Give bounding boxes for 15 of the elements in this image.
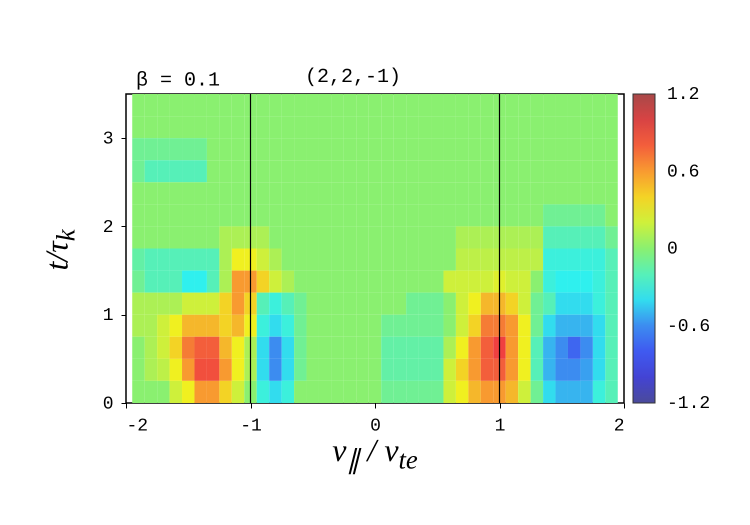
color-bar-label: -1.2 <box>667 394 710 414</box>
color-bar-label: 0.6 <box>667 162 700 182</box>
chart-title: β = 0.1 <box>136 69 220 92</box>
y-tick-label: 0 <box>102 394 114 414</box>
x-tick-label: 1 <box>494 416 506 436</box>
y-tick-label: 3 <box>102 130 114 150</box>
color-bar-label: 1.2 <box>667 85 700 105</box>
x-tick-label: -2 <box>126 416 148 436</box>
x-tick-label: 2 <box>614 416 624 436</box>
y-tick-label: 1 <box>102 306 114 326</box>
y-tick-label: 2 <box>102 218 114 238</box>
color-bar-label: -0.6 <box>667 316 710 337</box>
x-tick-label: -1 <box>240 416 262 436</box>
color-bar-label: 0 <box>667 240 678 260</box>
text: (2,2,-1) <box>305 66 402 89</box>
